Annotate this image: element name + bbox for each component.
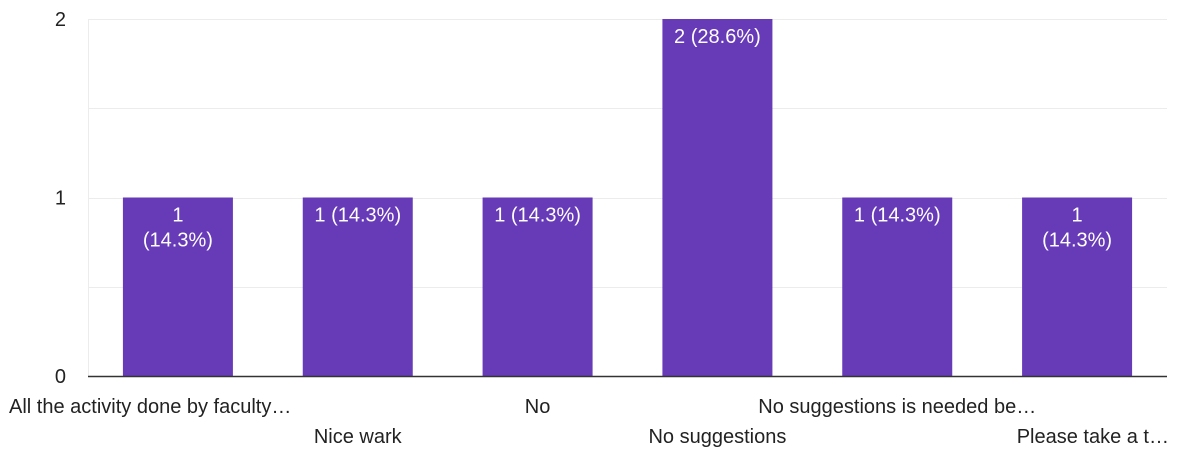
bar-data-label: (14.3%): [143, 230, 213, 252]
labels: 0 1 2 1 (14.3%) All the activity done by facu…: [9, 9, 1169, 448]
x-category-label: Nice wark: [314, 426, 403, 448]
y-tick-label: 0: [55, 366, 66, 388]
bar-data-label: 1 (14.3%): [314, 205, 401, 227]
bar: [1022, 197, 1133, 376]
bar: [302, 197, 413, 376]
bar: [482, 197, 593, 376]
bar: [842, 197, 953, 376]
bar-data-label: 1: [172, 205, 183, 227]
bar-data-label: 2 (28.6%): [674, 26, 761, 48]
x-category-label: Please take a t…: [1017, 426, 1169, 448]
x-category-label: No suggestions: [648, 426, 786, 448]
bar-data-label: 1: [1072, 205, 1083, 227]
y-tick-label: 2: [55, 9, 66, 31]
bars: [122, 19, 1133, 376]
bar-data-label: (14.3%): [1042, 230, 1112, 252]
bar-data-label: 1 (14.3%): [494, 205, 581, 227]
y-tick-label: 1: [55, 188, 66, 210]
bar: [122, 197, 233, 376]
bar: [662, 19, 773, 376]
bar-data-label: 1 (14.3%): [854, 205, 941, 227]
x-category-label: All the activity done by faculty…: [9, 396, 291, 418]
x-category-label: No suggestions is needed be…: [758, 396, 1036, 418]
x-category-label: No: [525, 396, 551, 418]
grid-lines: [88, 19, 1167, 376]
